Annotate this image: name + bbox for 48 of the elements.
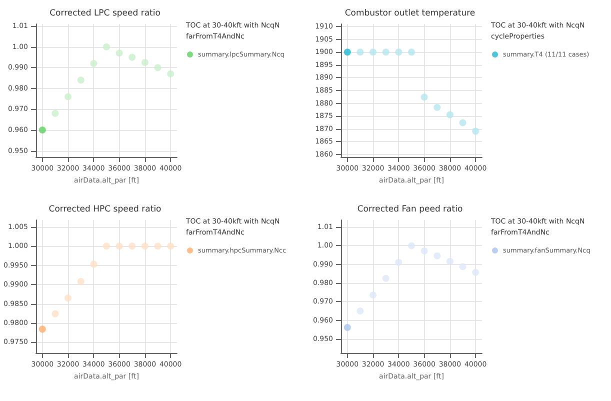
point [344,48,351,56]
chart-title: Combustor outlet temperature [344,8,476,18]
point [128,242,136,250]
point [420,94,428,101]
point [356,48,364,56]
point [395,48,402,56]
chart-title: Corrected LPC speed ratio [50,8,160,18]
point [472,128,480,135]
chart-title: Corrected HPC speed ratio [48,204,162,214]
point [459,263,466,270]
chart-title: Corrected Fan peed ratio [357,204,463,214]
point [370,48,377,56]
point [408,242,415,250]
point [103,43,110,50]
point [434,104,441,111]
point [64,93,72,100]
point [356,308,364,315]
point [128,54,136,61]
point [154,64,162,72]
point [408,48,415,56]
point [167,242,174,250]
point [38,126,46,134]
point [141,58,148,66]
point [344,324,351,331]
point [77,278,84,285]
point [154,242,162,250]
point [141,242,148,250]
point [52,110,59,117]
point [420,247,428,254]
point [77,76,84,84]
point [472,268,480,276]
point [52,310,59,318]
point [116,242,123,250]
point [90,60,98,67]
point [103,242,110,250]
point [434,252,441,260]
point [395,258,402,266]
point [38,326,46,333]
point [90,260,98,268]
point [459,119,466,126]
point [446,111,454,118]
point [64,294,72,302]
point [370,291,377,298]
point [116,50,123,57]
point [167,70,174,78]
point [382,274,390,282]
point [382,48,390,56]
point [446,258,454,265]
